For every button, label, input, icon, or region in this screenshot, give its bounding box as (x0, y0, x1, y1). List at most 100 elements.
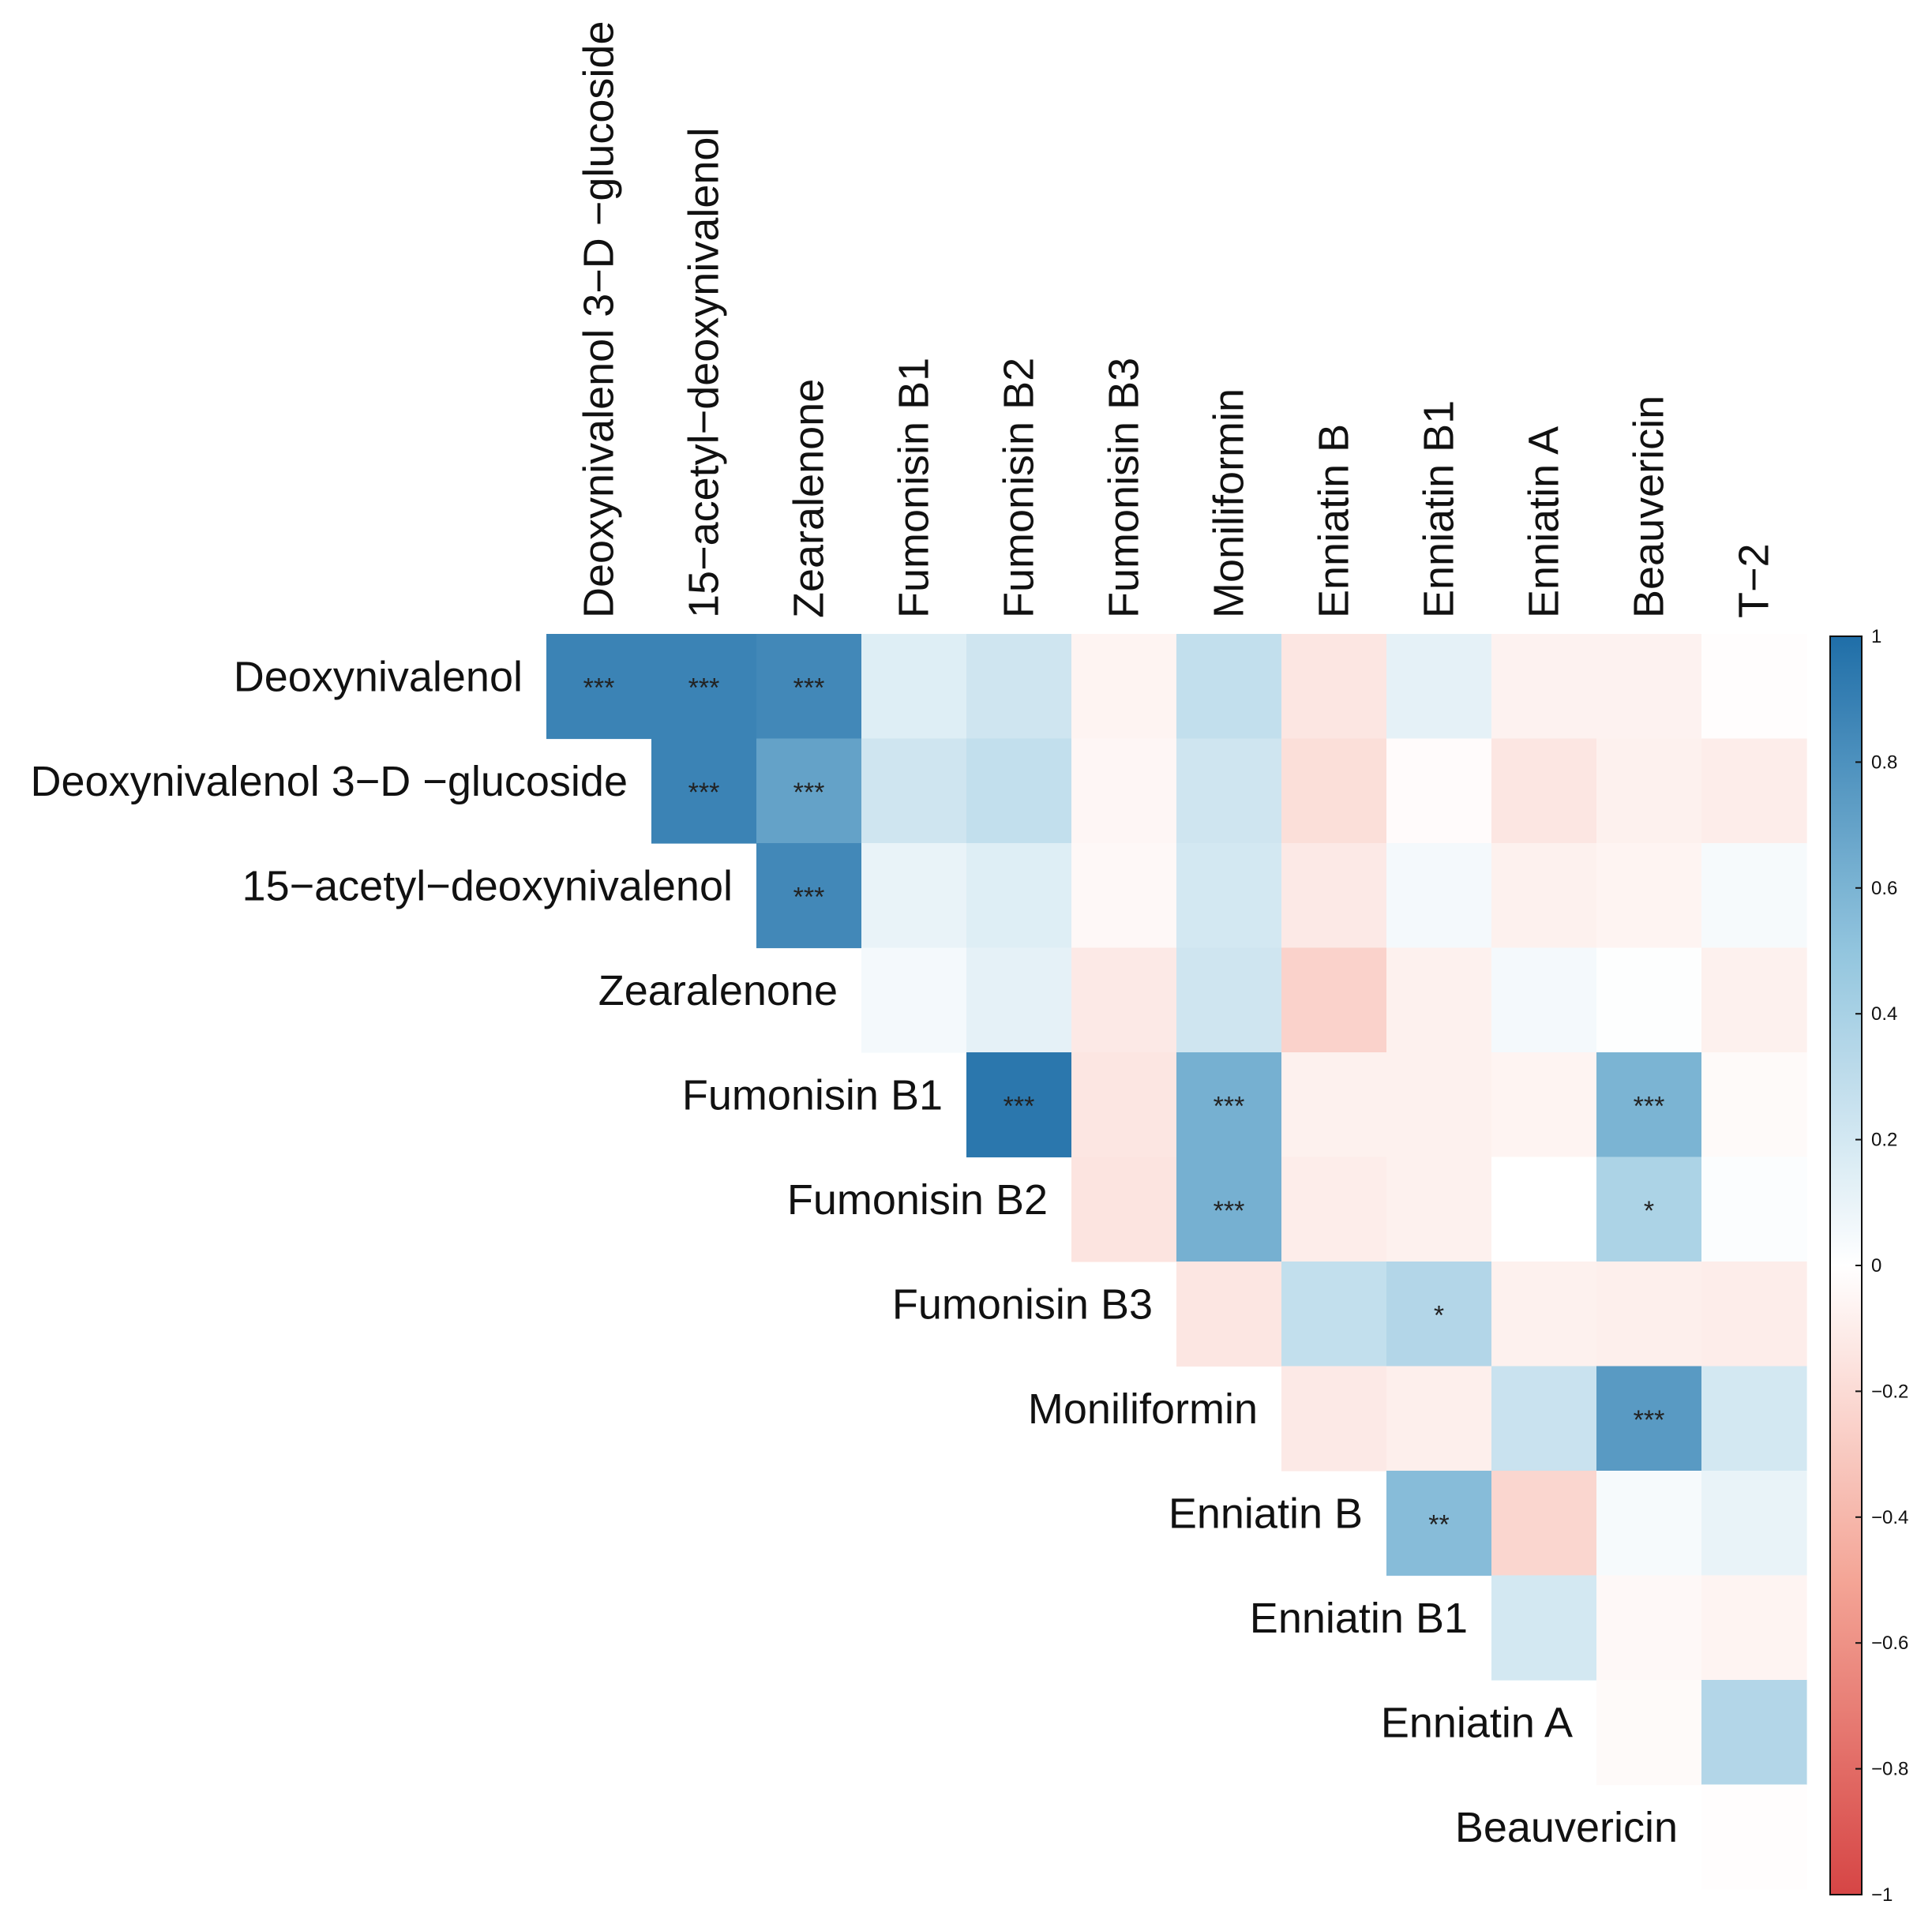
heatmap-cell (1281, 1052, 1387, 1158)
significance-mark: *** (793, 673, 825, 703)
heatmap-cell (1491, 738, 1597, 844)
significance-mark: * (1644, 1196, 1654, 1226)
row-label: Fumonisin B2 (787, 1176, 1048, 1224)
heatmap-cell (1701, 947, 1807, 1053)
heatmap-cell (1701, 1366, 1807, 1471)
heatmap-cell (1491, 1575, 1597, 1681)
heatmap-cell (861, 843, 967, 949)
heatmap-cell (1176, 843, 1282, 949)
heatmap-cell (1596, 1471, 1702, 1576)
heatmap-cell (1596, 634, 1702, 740)
heatmap-cell (1596, 1366, 1702, 1471)
heatmap-cell (1491, 1262, 1597, 1367)
significance-mark: *** (793, 882, 825, 912)
heatmap-cell (1176, 634, 1282, 740)
colorbar-tick-label: 0.8 (1871, 752, 1897, 773)
heatmap-cell (1596, 1575, 1702, 1681)
significance-mark: ** (1428, 1509, 1449, 1539)
heatmap-cell (1491, 843, 1597, 949)
significance-mark: *** (1004, 1091, 1035, 1121)
heatmap-cell (1071, 947, 1177, 1053)
heatmap-cell (1176, 1262, 1282, 1367)
heatmap-cell (1701, 843, 1807, 949)
heatmap-cell (1701, 1680, 1807, 1786)
heatmap-cell (756, 738, 862, 844)
heatmap-cell (1386, 1471, 1492, 1576)
heatmap-cell (1491, 1366, 1597, 1471)
heatmap-cell (1491, 1157, 1597, 1262)
significance-mark: *** (1634, 1405, 1665, 1435)
colorbar-tick-label: −0.4 (1871, 1507, 1908, 1528)
heatmap-cell (1596, 843, 1702, 949)
heatmap-cell (861, 947, 967, 1053)
row-label: Enniatin A (1381, 1699, 1573, 1746)
heatmap-cell (1176, 1052, 1282, 1158)
column-label: Beauvericin (1626, 396, 1673, 618)
row-label: Beauvericin (1455, 1804, 1678, 1851)
row-label: Fumonisin B3 (892, 1280, 1153, 1328)
row-label: Fumonisin B1 (682, 1071, 943, 1119)
heatmap-cell (1701, 634, 1807, 740)
heatmap-cell (1071, 843, 1177, 949)
heatmap-cell (1491, 1052, 1597, 1158)
colorbar-tick-label: 0.6 (1871, 878, 1897, 899)
heatmap-cell (1071, 738, 1177, 844)
significance-mark: *** (793, 778, 825, 808)
heatmap-cell (861, 634, 967, 740)
significance-mark: *** (1214, 1091, 1245, 1121)
heatmap-cell (1386, 1157, 1492, 1262)
heatmap-cell (861, 738, 967, 844)
heatmap-cell (1701, 738, 1807, 844)
heatmap-cell (1491, 947, 1597, 1053)
significance-mark: *** (1634, 1091, 1665, 1121)
column-label: Enniatin B1 (1416, 400, 1463, 618)
colorbar-tick-label: 0.4 (1871, 1003, 1897, 1025)
colorbar-tick-label: 0.2 (1871, 1130, 1897, 1151)
heatmap-cell (1386, 1366, 1492, 1471)
colorbar: 1 0.8 0.6 0.4 0.2 0 −0.2 −0.4 −0.6 −0.8 −1 (1829, 626, 1908, 1906)
heatmap-cell (1701, 1262, 1807, 1367)
heatmap-cell (1176, 947, 1282, 1053)
column-label: Moniliformin (1206, 388, 1253, 618)
significance-mark: *** (688, 778, 720, 808)
significance-mark: * (1434, 1300, 1444, 1330)
heatmap-cells (546, 634, 1807, 1890)
heatmap-cell (1386, 1052, 1492, 1158)
column-labels: Deoxynivalenol 3−D −glucoside 15−acetyl−d… (576, 21, 1778, 618)
heatmap-cell (651, 634, 757, 740)
heatmap-cell (1596, 738, 1702, 844)
heatmap-cell (1701, 1784, 1807, 1890)
heatmap-cell (651, 738, 757, 844)
row-labels: Deoxynivalenol Deoxynivalenol 3−D −glucos… (31, 653, 1678, 1851)
heatmap-cell (1701, 1157, 1807, 1262)
colorbar-gradient (1829, 635, 1863, 1895)
column-label: 15−acetyl−deoxynivalenol (681, 128, 728, 618)
heatmap-cell (966, 738, 1072, 844)
heatmap-cell (1281, 738, 1387, 844)
heatmap-cell (966, 843, 1072, 949)
heatmap-cell (1176, 738, 1282, 844)
heatmap-cell (1281, 843, 1387, 949)
heatmap-cell (1596, 1262, 1702, 1367)
heatmap-cell (546, 634, 652, 740)
heatmap-cell (1596, 947, 1702, 1053)
heatmap-cell (966, 1052, 1072, 1158)
heatmap-cell (966, 634, 1072, 740)
column-label: Fumonisin B3 (1101, 358, 1148, 618)
column-label: Enniatin B (1311, 424, 1358, 618)
row-label: Deoxynivalenol 3−D −glucoside (31, 758, 628, 805)
heatmap-cell (756, 843, 862, 949)
column-label: Fumonisin B1 (891, 358, 938, 618)
column-label: Zearalenone (786, 379, 833, 618)
colorbar-tick-label: −0.6 (1871, 1633, 1908, 1654)
heatmap-cell (1596, 1157, 1702, 1262)
heatmap-cell (1596, 1680, 1702, 1786)
heatmap-cell (1071, 1052, 1177, 1158)
significance-mark: *** (688, 673, 720, 703)
heatmap-cell (756, 634, 862, 740)
heatmap-cell (1176, 1157, 1282, 1262)
heatmap-cell (1386, 634, 1492, 740)
column-label: Deoxynivalenol 3−D −glucoside (576, 21, 623, 618)
heatmap-cell (1386, 947, 1492, 1053)
